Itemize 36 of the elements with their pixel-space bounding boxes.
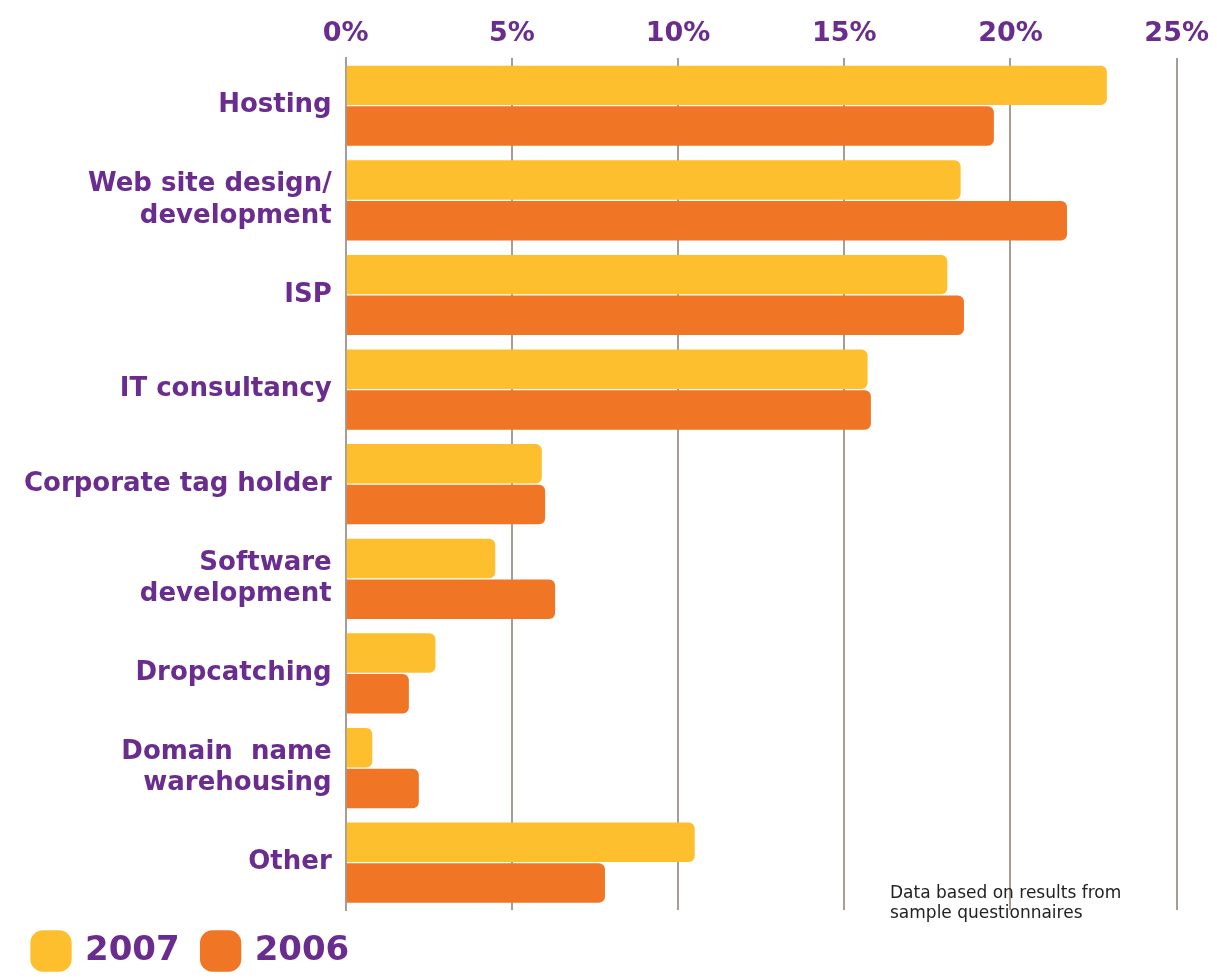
y-tick-label: ISP	[284, 277, 332, 308]
y-tick-label: Other	[248, 845, 332, 876]
bar	[346, 863, 605, 903]
bar	[346, 822, 695, 863]
bar	[346, 160, 961, 200]
x-tick-label: 20%	[978, 16, 1043, 48]
y-tick-label: Web site design/ development	[87, 167, 333, 229]
y-tick-label: Corporate tag holder	[23, 466, 332, 497]
bar	[346, 727, 373, 768]
y-tick-label: Domain name warehousing	[121, 735, 332, 797]
x-tick-label: 15%	[811, 16, 877, 48]
bar	[346, 295, 964, 336]
bar	[346, 674, 409, 714]
x-tick-label: 0%	[322, 16, 369, 48]
bar	[346, 349, 868, 389]
x-tick-label: 10%	[645, 16, 711, 48]
bar	[346, 633, 436, 673]
bar	[346, 768, 419, 809]
bar	[346, 254, 948, 295]
legend-label: 2007	[85, 927, 180, 968]
x-tick-label: 25%	[1144, 16, 1210, 48]
y-tick-label: Hosting	[218, 88, 332, 119]
bar	[346, 65, 1107, 106]
bar	[346, 538, 496, 579]
x-tick-label: 5%	[488, 16, 535, 48]
bar	[346, 106, 994, 146]
bar	[346, 579, 556, 619]
bar	[346, 390, 871, 430]
bar	[346, 200, 1067, 241]
y-tick-label: Software development	[139, 545, 332, 608]
legend-label: 2006	[254, 927, 350, 968]
bar	[346, 484, 546, 525]
annotation: Data based on results from sample questionnaires	[890, 882, 1122, 922]
bar	[346, 444, 542, 484]
y-tick-label: Dropcatching	[135, 656, 332, 687]
y-tick-label: IT consultancy	[119, 372, 332, 403]
